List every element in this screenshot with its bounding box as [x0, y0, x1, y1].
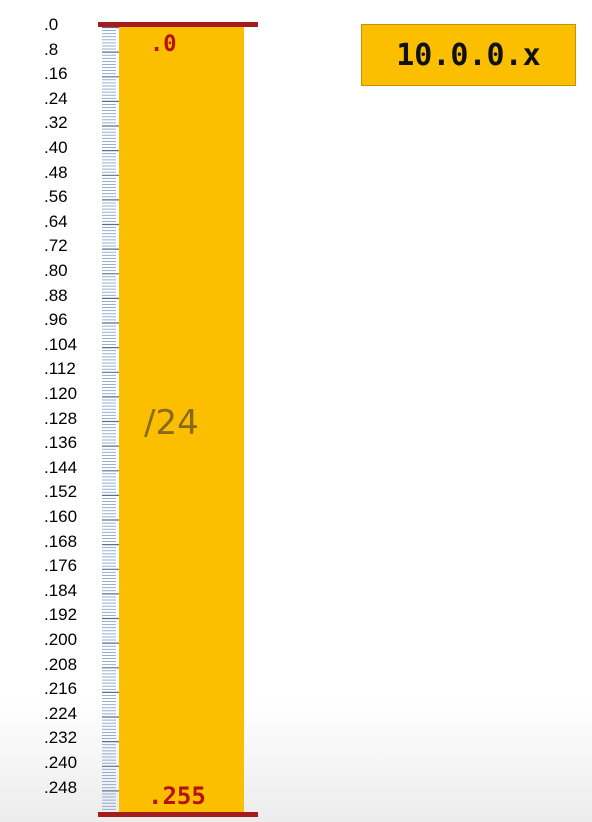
block-start-marker [98, 22, 258, 27]
address-tick-label: .160 [44, 507, 78, 526]
network-address-box: 10.0.0.x [361, 24, 576, 86]
address-tick-labels: .0 .8 .16 .24 .32 .40 .48 .56 .64 .72 .80 .88 .96 .10… [0, 0, 90, 822]
address-tick-label: .120 [44, 384, 78, 403]
address-tick-label: .192 [44, 605, 78, 625]
address-tick-label: .168 [44, 531, 78, 551]
address-tick-label: .176 [44, 556, 78, 576]
address-tick-label: .248 [44, 777, 78, 797]
address-tick-label: .136 [44, 433, 78, 453]
address-tick-label: .16 [44, 64, 68, 84]
address-tick-label: .216 [44, 679, 78, 699]
prefix-length-label: /24 [144, 403, 199, 443]
address-tick-label: .200 [44, 630, 78, 649]
address-tick-label: .184 [44, 580, 78, 600]
address-tick-label: .0 [44, 15, 59, 34]
address-tick-label: .112 [44, 359, 76, 379]
address-tick-label: .208 [44, 654, 78, 674]
address-tick-label: .24 [44, 88, 68, 108]
address-tick-label: .96 [44, 310, 68, 330]
address-ruler [102, 27, 119, 815]
address-tick-label: .144 [44, 457, 78, 477]
address-tick-label: .224 [44, 703, 78, 723]
address-tick-label: .72 [44, 236, 68, 256]
address-tick-label: .56 [44, 187, 68, 207]
network-address-label: 10.0.0.x [396, 37, 541, 73]
block-end-marker [98, 812, 258, 817]
address-block-bar [119, 27, 244, 815]
address-tick-label: .232 [44, 728, 78, 748]
address-tick-label: .8 [44, 39, 59, 59]
block-start-label: .0 [150, 32, 177, 57]
address-tick-label: .40 [44, 138, 68, 157]
address-tick-label: .48 [44, 162, 68, 182]
address-tick-label: .88 [44, 285, 68, 305]
address-tick-label: .240 [44, 753, 78, 772]
address-tick-label: .128 [44, 408, 78, 428]
address-tick-label: .80 [44, 261, 68, 280]
address-tick-label: .32 [44, 113, 68, 133]
block-end-label: .255 [148, 782, 206, 810]
address-tick-label: .152 [44, 482, 78, 502]
address-tick-label: .104 [44, 334, 78, 354]
address-tick-label: .64 [44, 211, 68, 231]
